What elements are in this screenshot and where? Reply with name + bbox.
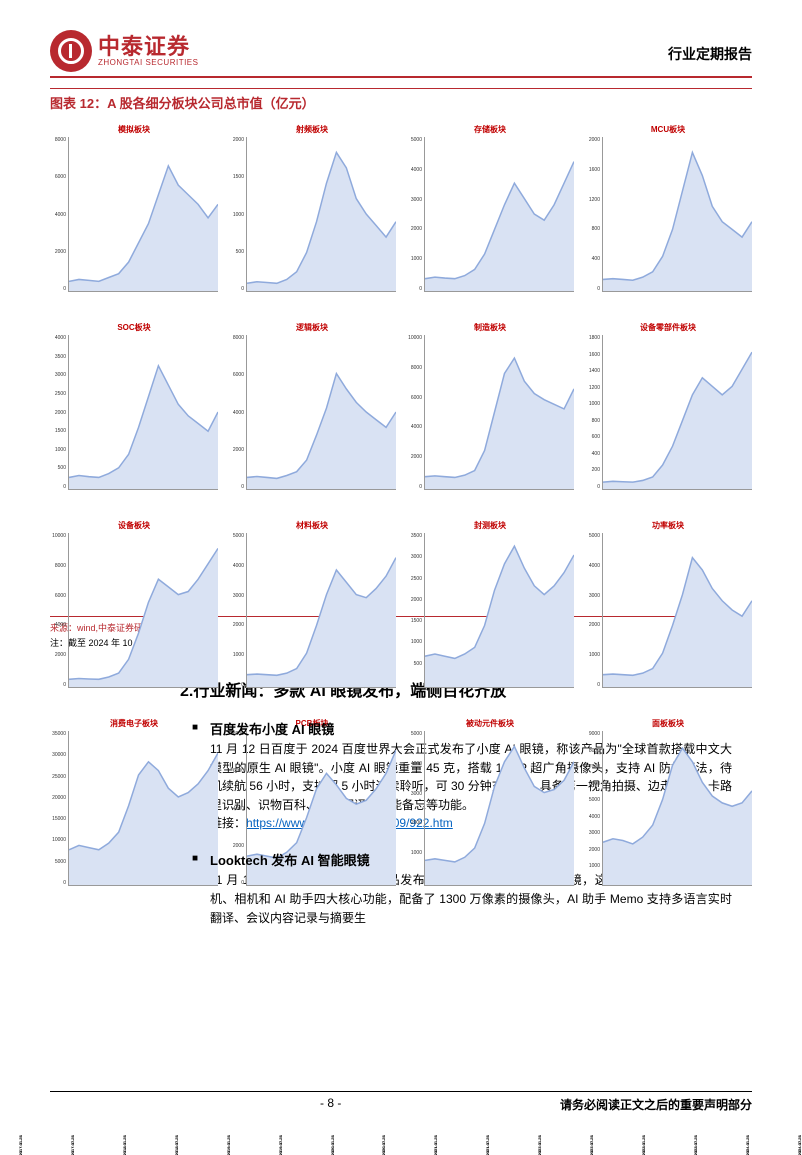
news-item: Looktech 发布 AI 智能眼镜11 月 16 日，Looktech 举办… [210,850,732,927]
y-axis: 80006000400020000 [50,137,68,292]
mini-chart-body: 180016001400120010008006004002000 [584,335,752,490]
mini-chart-body: 80006000400020000 [228,335,396,490]
header-rule [50,76,752,78]
y-axis: 500040003000200010000 [228,533,246,688]
mini-chart: 射频板块20001500100050002017-01-312017-07-31… [228,124,396,314]
mini-chart-title: 封测板块 [474,520,506,531]
mini-chart-body: 40003500300025002000150010005000 [50,335,218,490]
mini-chart: 封测板块35003000250020001500100050002017-01-… [406,520,574,710]
y-axis: 500040003000200010000 [406,137,424,292]
mini-chart: 面板板块900080007000600050004000300020001000… [584,718,752,908]
y-axis: 35000300002500020000150001000050000 [50,731,68,886]
plot-area [246,335,396,490]
plot-area [246,137,396,292]
y-axis: 2000160012008004000 [584,137,602,292]
news-title: 百度发布小度 AI 眼镜 [210,719,732,738]
mini-chart-title: 制造板块 [474,322,506,333]
mini-chart: 设备板块10000800060004000200002017-01-312017… [50,520,218,710]
mini-chart-title: 模拟板块 [118,124,150,135]
mini-chart-title: 逻辑板块 [296,322,328,333]
mini-chart-body: 3500300025002000150010005000 [406,533,574,688]
plot-area [68,533,218,688]
mini-chart: 功率板块5000400030002000100002017-01-312017-… [584,520,752,710]
mini-chart-body: 80006000400020000 [50,137,218,292]
plot-area [602,335,752,490]
logo-en: ZHONGTAI SECURITIES [98,58,198,67]
y-axis: 180016001400120010008006004002000 [584,335,602,490]
plot-area [424,533,574,688]
mini-chart: 制造板块10000800060004000200002017-01-312017… [406,322,574,512]
mini-chart-body: 1000080006000400020000 [406,335,574,490]
logo-block: 中泰证券 ZHONGTAI SECURITIES [50,30,198,72]
mini-chart-body: 2000160012008004000 [584,137,752,292]
figure-title: 图表 12：A 股各细分板块公司总市值（亿元） [50,93,752,112]
y-axis: 2000150010005000 [228,137,246,292]
plot-area [424,335,574,490]
plot-area [68,137,218,292]
report-type: 行业定期报告 [668,44,752,64]
mini-chart-title: 存储板块 [474,124,506,135]
logo-icon [50,30,92,72]
news-title: Looktech 发布 AI 智能眼镜 [210,850,732,869]
y-axis: 1000080006000400020000 [406,335,424,490]
mini-chart-body: 500040003000200010000 [406,137,574,292]
mini-chart-title: 射频板块 [296,124,328,135]
plot-area [602,137,752,292]
logo-cn: 中泰证券 [98,36,198,58]
y-axis: 40003500300025002000150010005000 [50,335,68,490]
mini-chart: 设备零部件板块 180016001400120010008006004002000… [584,322,752,512]
mini-chart-title: 功率板块 [652,520,684,531]
plot-area [424,137,574,292]
plot-area [602,533,752,688]
plot-area [246,533,396,688]
mini-chart: 存储板块5000400030002000100002017-01-312017-… [406,124,574,314]
mini-chart-title: MCU板块 [651,124,685,135]
page-header: 中泰证券 ZHONGTAI SECURITIES 行业定期报告 [50,30,752,72]
mini-chart: 消费电子板块 3500030000250002000015000100005000… [50,718,218,908]
x-axis: 2017-01-312017-07-312018-01-312018-07-31… [18,1135,802,1155]
plot-area [68,335,218,490]
mini-chart: 模拟板块800060004000200002017-01-312017-07-3… [50,124,218,314]
logo-text: 中泰证券 ZHONGTAI SECURITIES [98,36,198,67]
page-number: - 8 - [320,1096,341,1113]
footer-disclaimer: 请务必阅读正文之后的重要声明部分 [560,1096,752,1113]
y-axis: 80006000400020000 [228,335,246,490]
mini-chart-body: 1000080006000400020000 [50,533,218,688]
mini-chart-title: 设备零部件板块 [640,322,696,333]
mini-chart-body: 500040003000200010000 [228,533,396,688]
y-axis: 3500300025002000150010005000 [406,533,424,688]
mini-chart-body: 2000150010005000 [228,137,396,292]
mini-chart-title: 消费电子板块 [110,718,158,729]
mini-chart: SOC板块40003500300025002000150010005000201… [50,322,218,512]
mini-chart: 材料板块5000400030002000100002017-01-312017-… [228,520,396,710]
mini-chart-title: 设备板块 [118,520,150,531]
mini-chart: PCB板块800060004000200002017-01-312017-07-… [228,718,396,908]
page-footer: - 8 - 请务必阅读正文之后的重要声明部分 [50,1091,752,1113]
y-axis: 500040003000200010000 [584,533,602,688]
charts-grid: 模拟板块800060004000200002017-01-312017-07-3… [50,120,752,610]
mini-chart-title: SOC板块 [117,322,150,333]
mini-chart: MCU板块20001600120080040002017-01-312017-0… [584,124,752,314]
figure-title-bar: 图表 12：A 股各细分板块公司总市值（亿元） [50,88,752,112]
mini-chart-body: 500040003000200010000 [584,533,752,688]
mini-chart: 被动元件板块5000400030002000100002017-01-31201… [406,718,574,908]
mini-chart: 逻辑板块800060004000200002017-01-312017-07-3… [228,322,396,512]
mini-chart-title: 材料板块 [296,520,328,531]
y-axis: 1000080006000400020000 [50,533,68,688]
